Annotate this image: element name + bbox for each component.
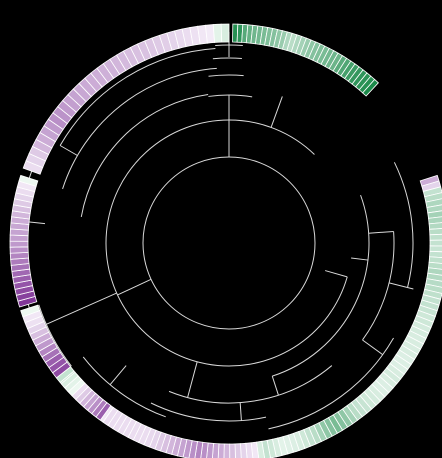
tree-branch [368, 230, 394, 234]
tree-branch [324, 270, 348, 278]
tree-arc [362, 231, 395, 341]
heatmap-cell [429, 228, 442, 236]
heatmap-cell [245, 442, 254, 458]
tree-arc [228, 74, 244, 77]
heatmap-cell [428, 222, 442, 230]
heatmap-cell [220, 23, 230, 43]
heatmap-cell [429, 250, 442, 259]
heatmap-cell [18, 174, 39, 187]
tree-arc [62, 67, 217, 190]
tree-branch [46, 292, 117, 325]
tree-arc [393, 162, 414, 288]
heatmap-cell [206, 442, 214, 458]
tree-branch [109, 365, 127, 386]
tree-branch [362, 339, 384, 356]
heatmap-cell [429, 233, 442, 241]
tree-branch [270, 96, 283, 128]
heatmap-cell [217, 443, 225, 458]
heatmap-cell [256, 440, 265, 458]
dendrogram-tree [18, 32, 414, 430]
heatmap-cell [424, 192, 442, 203]
tree-branch [388, 282, 414, 290]
tree-arc [168, 365, 333, 404]
heatmap-cell [362, 78, 379, 97]
tree-branch [187, 361, 198, 398]
tree-arc [150, 402, 267, 422]
tree-arc [228, 119, 315, 155]
heatmap-cell [428, 256, 442, 264]
heatmap-cell [424, 283, 442, 294]
heatmap-cell [239, 442, 248, 458]
heatmap-cell [427, 210, 442, 219]
heatmap-cell [429, 239, 442, 247]
heatmap-cell [223, 443, 231, 458]
tree-arc [228, 94, 253, 98]
tree-arc [212, 57, 230, 60]
heatmap-cell [9, 246, 29, 254]
heatmap-cell [428, 216, 442, 225]
tree-root-circle [142, 156, 316, 330]
tree-arc [80, 93, 209, 218]
heatmap-cell [20, 304, 41, 318]
heatmap-cell [426, 272, 442, 282]
heatmap-cell [422, 186, 442, 198]
tree-arc [59, 47, 216, 146]
heatmap-cell [428, 261, 442, 270]
tree-arc [268, 337, 394, 430]
heatmap-cell [234, 443, 242, 458]
tree-branch [59, 145, 78, 156]
tree-arc [208, 94, 230, 97]
heatmap-cell [250, 441, 260, 458]
tree-arc [272, 194, 370, 377]
tree-branch [117, 278, 152, 296]
tree-branch [271, 375, 279, 396]
heatmap-cell [425, 278, 442, 288]
heatmap-cell [212, 23, 223, 43]
heatmap-cell [188, 440, 198, 458]
heatmap-cell [211, 442, 220, 458]
heatmap-cell [229, 443, 236, 458]
heatmap-cell [60, 371, 79, 389]
heatmap-cell [266, 438, 277, 458]
heatmap-cell [429, 245, 442, 253]
tree-arc [105, 119, 348, 367]
tree-arc [38, 304, 72, 367]
tree-arc [82, 356, 166, 418]
tree-arc [208, 74, 230, 77]
heatmap-cell [426, 204, 442, 214]
tree-branch [239, 402, 242, 421]
heatmap-cell [9, 240, 29, 248]
tree-branch [351, 257, 369, 261]
heatmap-ring [9, 23, 442, 458]
